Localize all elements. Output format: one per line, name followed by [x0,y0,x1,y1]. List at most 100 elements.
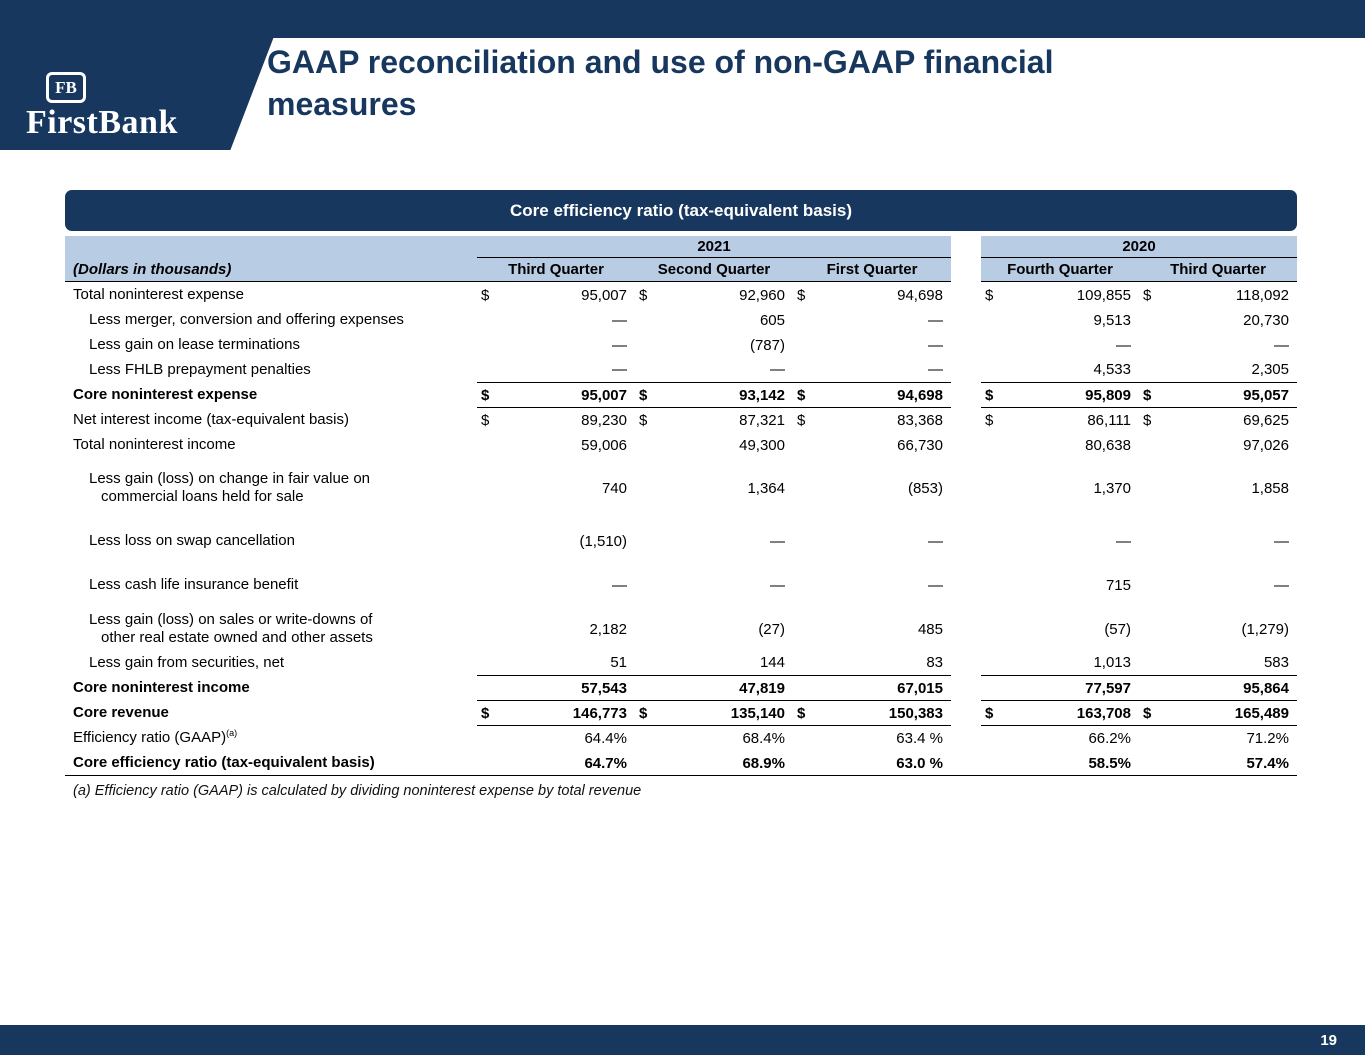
cell-dollar [793,357,819,383]
row-label: Total noninterest income [73,436,236,453]
row-label: Less gain (loss) on sales or write-downs… [89,611,373,646]
cell-value: — [928,311,943,329]
year-header-2020: 2020 [981,236,1297,258]
cell-dollar [635,307,661,332]
table-row: Less gain (loss) on sales or write-downs… [65,607,1297,650]
cell-value: 64.4% [584,729,627,747]
col-gap [951,432,981,457]
cell-dollar [635,519,661,563]
cell-dollar [981,457,1007,519]
table-row: Total noninterest income 59,006 49,300 66,7… [65,432,1297,457]
cell-value: 57,543 [503,675,635,701]
cell-dollar [793,650,819,676]
cell-value: 86,111 [1087,411,1131,429]
cell-value: 69,625 [1243,411,1289,429]
cell-value: 163,708 [1007,700,1139,726]
cell-value: (1,510) [579,532,627,550]
cell-dollar [981,650,1007,676]
cell-value: 95,809 [1007,382,1139,408]
cell-dollar: $ [1139,700,1165,726]
table-banner: Core efficiency ratio (tax-equivalent ba… [65,190,1297,231]
cell-value: 47,819 [661,675,793,701]
cell-dollar [981,725,1007,750]
cell-dollar [1139,563,1165,607]
cell-value: 144 [661,650,793,676]
cell-value: 51 [503,650,635,676]
cell-dollar [1139,519,1165,563]
cell-dollar [635,750,661,776]
slide-title: GAAP reconciliation and use of non-GAAP … [267,44,1054,122]
cell-value: 715 [1105,576,1131,594]
col-gap [951,257,981,282]
col-header-2020-third-quarter: Third Quarter [1139,257,1297,282]
table-row: Total noninterest expense $95,007 $92,960 $… [65,281,1297,307]
cell-value: 58.5% [1007,750,1139,776]
cell-value: — [1274,576,1289,594]
fb-logo-icon: FB [46,72,86,103]
cell-dollar [981,332,1007,357]
cell-dollar [477,432,503,457]
cell-dollar [981,307,1007,332]
col-gap [951,457,981,519]
cell-dollar [793,332,819,357]
table-row: Core efficiency ratio (tax-equivalent ba… [65,750,1297,776]
cell-value: 109,855 [1076,286,1131,304]
footnote: (a) Efficiency ratio (GAAP) is calculate… [73,783,642,799]
row-label: Core revenue [73,704,169,721]
cell-dollar [1139,607,1165,650]
table-row: Less FHLB prepayment penalties — — — 4,533 2,… [65,357,1297,383]
col-gap [951,357,981,382]
cell-value: 94,698 [897,286,943,304]
cell-dollar [1139,457,1165,519]
cell-dollar [1139,357,1165,383]
logo-wordmark: FirstBank [26,104,178,141]
col-gap [951,382,981,407]
cell-value: 4,533 [1007,357,1139,383]
reconciliation-table: 2021 2020 (Dollars in thousands) Third Q… [65,236,1297,776]
cell-value: 66.2% [1088,729,1131,747]
row-label: Core efficiency ratio (tax-equivalent ba… [65,750,477,776]
cell-value: (57) [1104,620,1131,638]
cell-value: — [612,311,627,329]
cell-dollar [793,725,819,750]
cell-value: — [612,576,627,594]
cell-value: 63.0 % [819,750,951,776]
table-row: Less cash life insurance benefit — — — 715 — [65,563,1297,607]
table-row: Less gain on lease terminations — (787) — — — [65,332,1297,357]
cell-value: 89,230 [581,411,627,429]
col-header-2020-fourth-quarter: Fourth Quarter [981,257,1139,282]
row-label: Less loss on swap cancellation [89,532,295,549]
cell-value: — [770,576,785,594]
cell-dollar: $ [1143,411,1152,429]
cell-value: 95,007 [581,286,627,304]
col-gap [951,236,981,258]
cell-dollar: $ [639,411,648,429]
cell-value: 87,321 [739,411,785,429]
cell-dollar [477,650,503,676]
cell-dollar: $ [793,382,819,408]
cell-value: — [819,357,951,383]
cell-value: 71.2% [1246,729,1289,747]
cell-dollar [1139,307,1165,332]
cell-value: 49,300 [739,436,785,454]
cell-dollar: $ [635,700,661,726]
cell-value: 97,026 [1243,436,1289,454]
cell-value: — [770,532,785,550]
cell-value: 95,864 [1165,675,1297,701]
cell-dollar [477,457,503,519]
cell-dollar [981,750,1007,776]
cell-dollar [793,675,819,701]
col-gap [951,563,981,607]
cell-dollar [477,307,503,332]
cell-value: — [1274,336,1289,354]
cell-dollar [981,675,1007,701]
cell-value: 68.4% [742,729,785,747]
cell-dollar: $ [639,286,648,304]
cell-dollar [1139,432,1165,457]
cell-value: (27) [758,620,785,638]
cell-dollar [1139,675,1165,701]
col-gap [951,700,981,725]
row-label: Core noninterest expense [73,386,258,403]
cell-value: — [1116,532,1131,550]
col-gap [951,307,981,332]
